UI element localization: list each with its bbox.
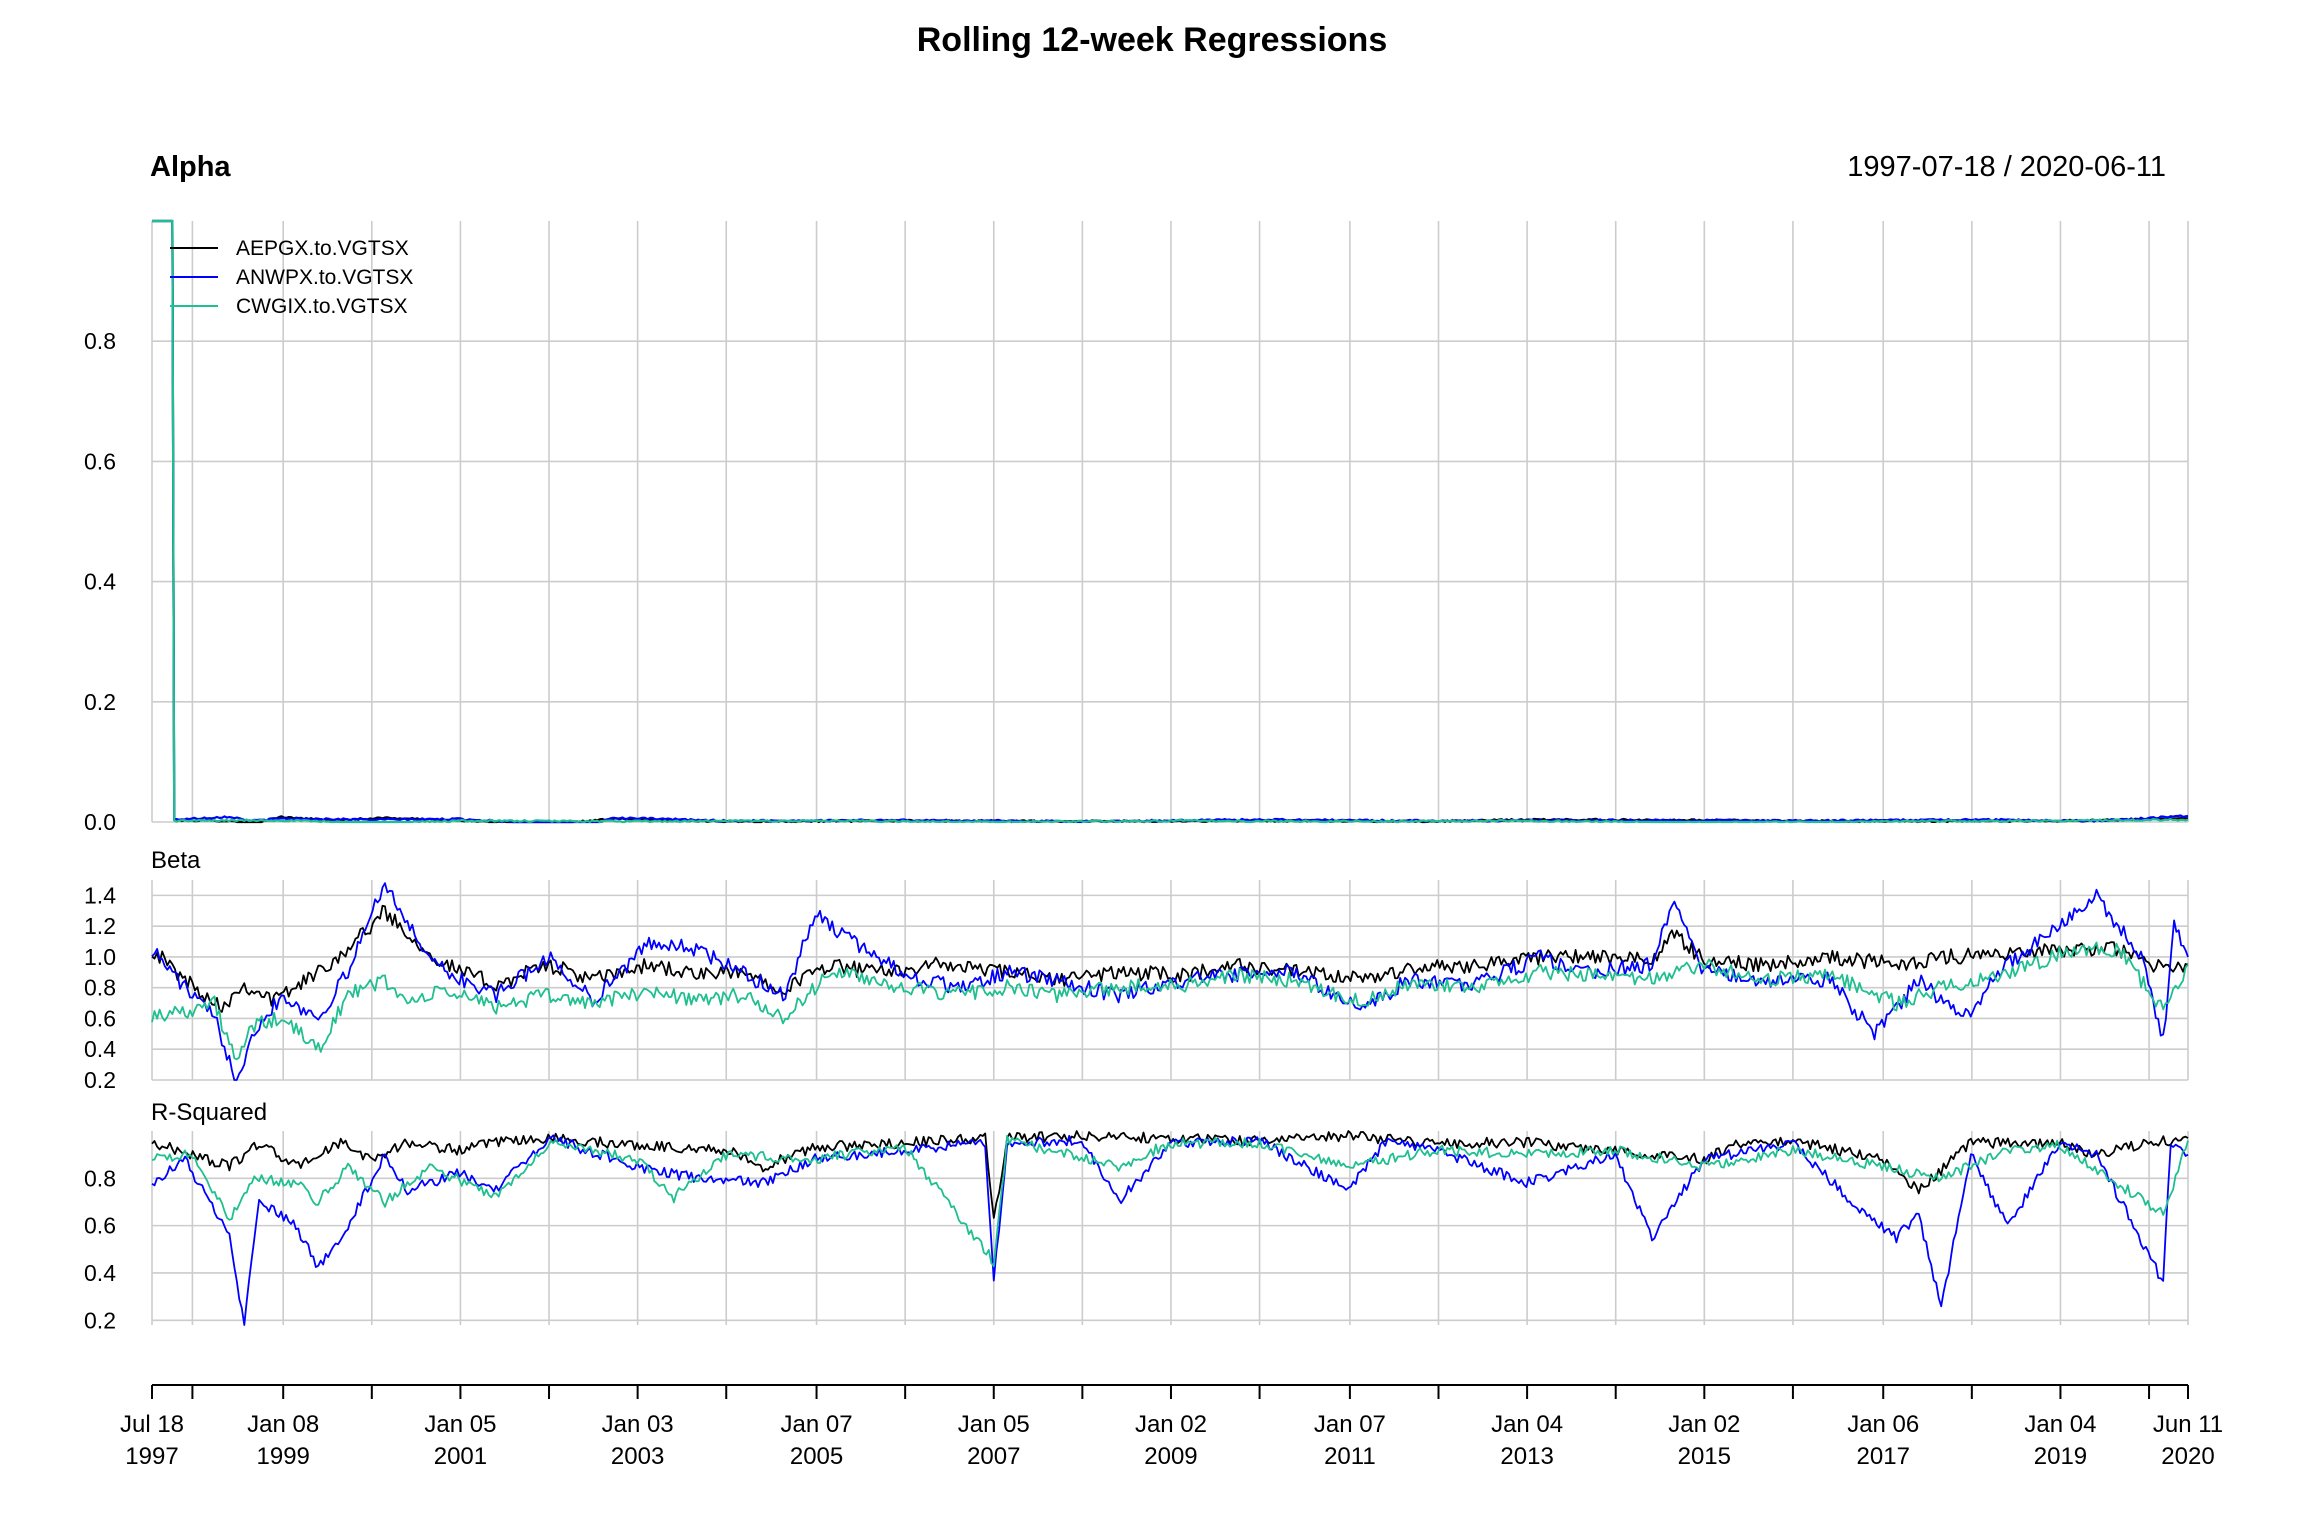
y-tick-label: 0.2: [84, 1067, 116, 1093]
beta-panel: 0.2 0.4 0.6 0.8 1.0 1.2 1.4: [84, 880, 2189, 1093]
x-tick-label-month: Jan 04: [2024, 1411, 2096, 1438]
x-tick-label-month: Jan 07: [781, 1411, 853, 1438]
x-tick-label-year: 2019: [2034, 1443, 2087, 1470]
x-tick-label-year: 2013: [1500, 1443, 1553, 1470]
x-tick-label-month: Jan 03: [602, 1411, 674, 1438]
x-tick-label-month: Jan 07: [1314, 1411, 1386, 1438]
x-tick-label-month: Jan 02: [1668, 1411, 1740, 1438]
series-line-anwpx-to-vgtsx: [151, 1134, 2189, 1326]
x-tick-label-year: 1997: [125, 1443, 178, 1470]
y-tick-label: 0.6: [84, 1213, 116, 1239]
x-tick-label-year: 2015: [1678, 1443, 1731, 1470]
y-tick-label: 1.4: [84, 882, 116, 908]
series-line-cwgix-to-vgtsx: [152, 219, 2189, 824]
x-tick-label-year: 2003: [611, 1443, 664, 1470]
y-tick-label: 0.4: [84, 1260, 116, 1286]
alpha-panel-title: Alpha: [150, 151, 231, 183]
beta-panel-title: Beta: [151, 847, 201, 874]
x-tick-label-month: Jan 02: [1135, 1411, 1207, 1438]
y-tick-label: 0.6: [84, 448, 116, 474]
y-tick-label: 0.4: [84, 569, 116, 595]
alpha-panel: 0.0 0.2 0.4 0.6 0.8: [84, 219, 2189, 835]
x-tick-label-year: 2011: [1324, 1443, 1376, 1470]
x-tick-label-month: Jan 06: [1847, 1411, 1919, 1438]
legend-entry: CWGIX.to.VGTSX: [236, 295, 408, 318]
x-tick-label-month: Jan 04: [1491, 1411, 1563, 1438]
x-tick-label-year: 2017: [1857, 1443, 1910, 1470]
y-tick-label: 1.0: [84, 944, 116, 970]
x-tick-label-month: Jan 08: [247, 1411, 319, 1438]
x-tick-label-month: Jun 11: [2153, 1411, 2223, 1438]
series-line-cwgix-to-vgtsx: [151, 1134, 2189, 1268]
legend: AEPGX.to.VGTSX ANWPX.to.VGTSX CWGIX.to.VGT…: [170, 237, 413, 318]
y-tick-label: 0.0: [84, 809, 116, 835]
y-tick-label: 0.2: [84, 689, 116, 715]
x-tick-label-month: Jul 18: [120, 1411, 184, 1438]
y-tick-label: 0.6: [84, 1005, 116, 1031]
y-tick-label: 1.2: [84, 913, 116, 939]
x-tick-label-year: 2001: [434, 1443, 487, 1470]
x-tick-label-year: 2007: [967, 1443, 1020, 1470]
x-tick-label-month: Jan 05: [958, 1411, 1030, 1438]
x-axis: Jul 18 1997 Jan 08 1999 Jan 05 2001 Jan 03 2003…: [120, 1384, 2223, 1470]
x-tick-label-year: 2005: [790, 1443, 843, 1470]
y-tick-label: 0.8: [84, 975, 116, 1001]
chart-title: Rolling 12-week Regressions: [917, 21, 1388, 59]
y-tick-label: 0.4: [84, 1036, 116, 1062]
r-squared-panel-title: R-Squared: [151, 1099, 267, 1126]
x-tick-label-month: Jan 05: [424, 1411, 496, 1438]
legend-entry: ANWPX.to.VGTSX: [236, 266, 413, 289]
y-tick-label: 0.8: [84, 1165, 116, 1191]
series-line-cwgix-to-vgtsx: [151, 941, 2189, 1061]
r-squared-panel: 0.2 0.4 0.6 0.8: [84, 1130, 2189, 1333]
y-tick-label: 0.2: [84, 1307, 116, 1333]
legend-entry: AEPGX.to.VGTSX: [236, 237, 409, 260]
x-tick-label-year: 2009: [1144, 1443, 1197, 1470]
x-tick-label-year: 1999: [257, 1443, 310, 1470]
date-range-label: 1997-07-18 / 2020-06-11: [1847, 151, 2166, 183]
y-tick-label: 0.8: [84, 328, 116, 354]
x-tick-label-year: 2020: [2161, 1443, 2214, 1470]
